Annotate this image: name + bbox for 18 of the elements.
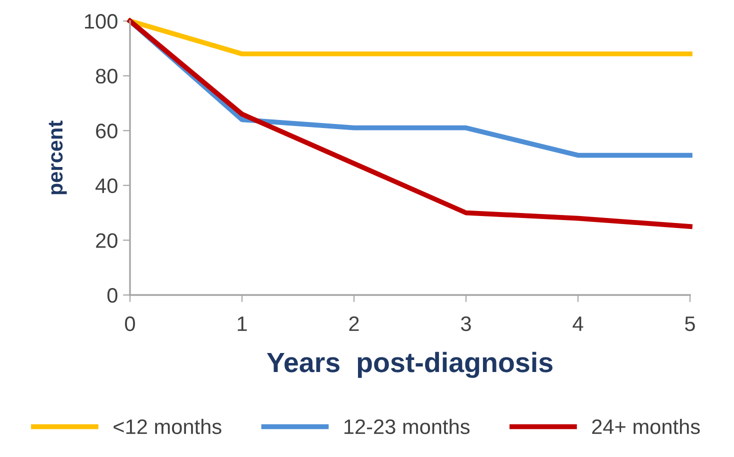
y-tick-label: 100 (85, 14, 118, 29)
line-series (128, 18, 692, 229)
x-tick-label: 0 (125, 316, 135, 332)
y-tick-label: 40 (96, 178, 118, 194)
y-tick-label: 80 (96, 68, 118, 84)
y-tick-label: 0 (107, 288, 118, 303)
x-tick-label: 1 (238, 316, 247, 331)
legend-label: 24+ months (592, 418, 700, 434)
y-tick-label: 60 (96, 124, 118, 138)
x-axis-title: Years post-diagnosis (266, 352, 552, 378)
x-tick-label: 3 (461, 316, 471, 332)
legend-label: 12-23 months (344, 418, 470, 434)
x-tick-label: 4 (572, 316, 584, 331)
x-tick-label: 2 (349, 316, 359, 331)
y-axis-title: percent (48, 120, 67, 194)
x-tick-label: 5 (685, 316, 695, 332)
y-tick-label: 20 (96, 233, 118, 248)
legend-label: <12 months (114, 418, 222, 434)
